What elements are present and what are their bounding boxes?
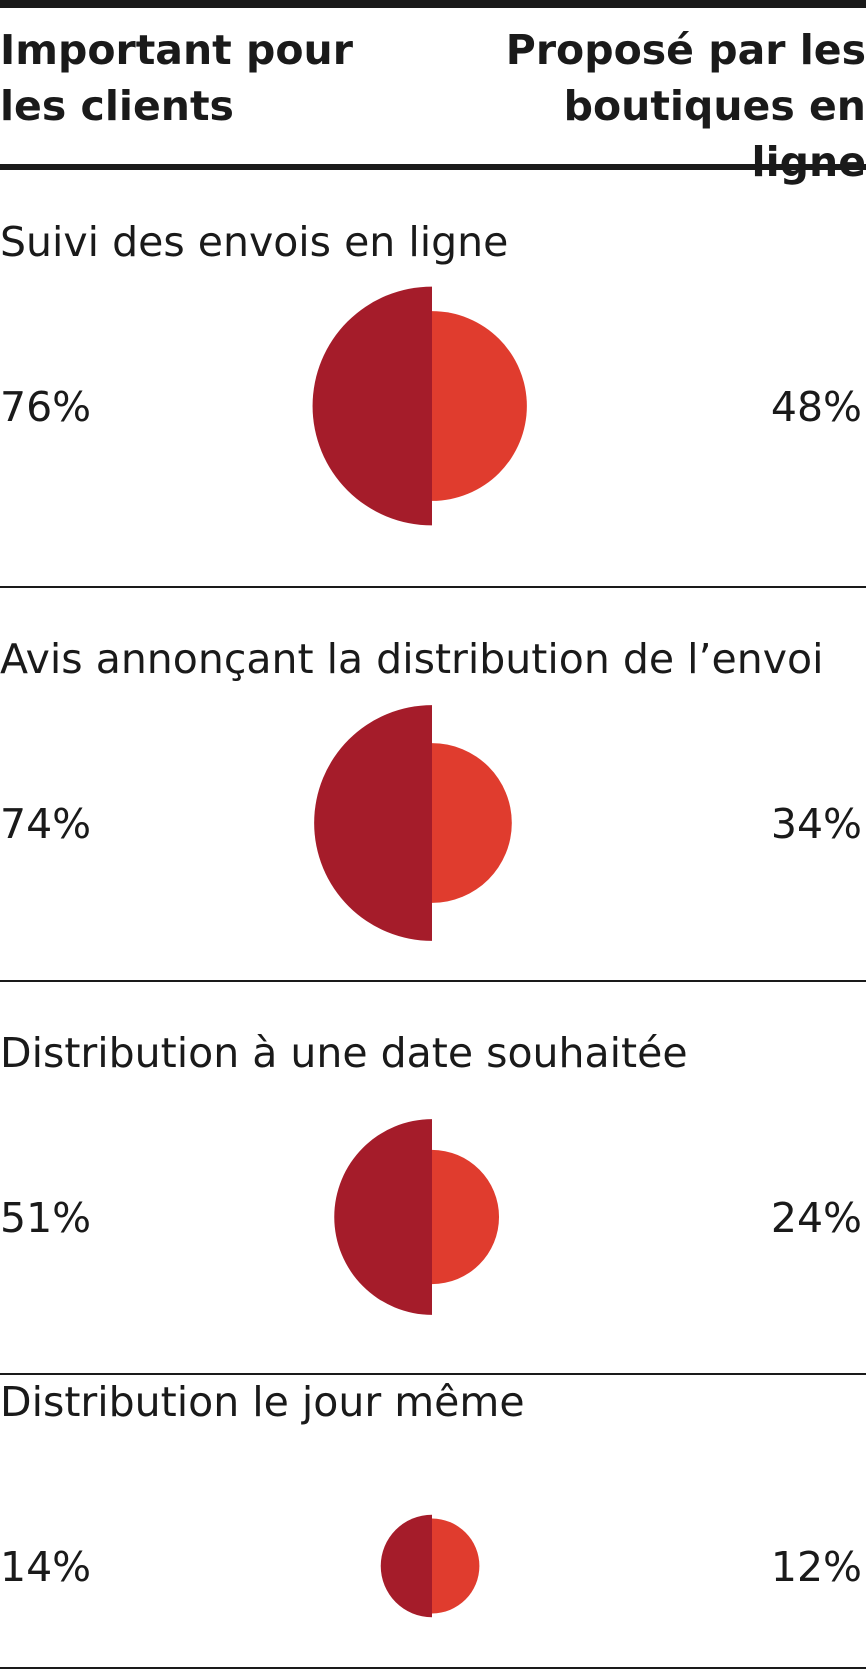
value-label: 34% bbox=[771, 800, 862, 848]
half-circle bbox=[334, 1119, 432, 1315]
category-label: Avis annonçant la distribution de l’envo… bbox=[0, 635, 824, 683]
half-circle bbox=[432, 1149, 500, 1285]
value-label: 74% bbox=[0, 800, 91, 848]
category-label: Distribution à une date souhaitée bbox=[0, 1029, 688, 1077]
half-circle bbox=[314, 705, 432, 941]
half-circle bbox=[380, 1514, 432, 1618]
category-label: Suivi des envois en ligne bbox=[0, 218, 508, 266]
value-label: 76% bbox=[0, 383, 91, 431]
half-circle bbox=[432, 311, 527, 501]
row-rule bbox=[0, 980, 866, 982]
row-rule bbox=[0, 586, 866, 588]
legend-left: Important pour les clients bbox=[0, 26, 353, 130]
half-circle bbox=[312, 286, 432, 526]
header-rule bbox=[0, 164, 866, 170]
value-label: 12% bbox=[771, 1543, 862, 1591]
value-label: 24% bbox=[771, 1194, 862, 1242]
legend-right: Proposé par les boutiques en ligne bbox=[505, 26, 866, 186]
row-rule bbox=[0, 1667, 866, 1669]
value-label: 14% bbox=[0, 1543, 91, 1591]
value-label: 48% bbox=[771, 383, 862, 431]
half-circle bbox=[432, 1518, 480, 1614]
category-label: Distribution le jour même bbox=[0, 1378, 525, 1426]
value-label: 51% bbox=[0, 1194, 91, 1242]
top-rule bbox=[0, 0, 866, 8]
half-circle bbox=[432, 743, 512, 903]
row-rule bbox=[0, 1373, 866, 1375]
